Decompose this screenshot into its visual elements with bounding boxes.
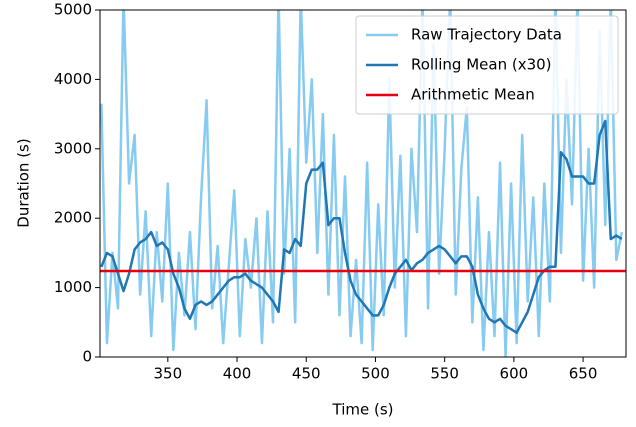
y-axis-label: Duration (s) [15, 138, 33, 227]
y-tick-label: 1000 [54, 278, 92, 296]
x-tick-label: 600 [500, 365, 529, 383]
plot-area [100, 10, 626, 357]
x-axis-label: Time (s) [332, 401, 394, 419]
legend: Raw Trajectory Data Rolling Mean (x30) Ari… [355, 15, 619, 115]
y-tick-label: 3000 [54, 139, 92, 157]
y-tick-label: 4000 [54, 70, 92, 88]
x-tick-label: 450 [292, 365, 321, 383]
x-tick-label: 400 [223, 365, 252, 383]
legend-label: Raw Trajectory Data [411, 26, 562, 44]
series-line [100, 10, 624, 357]
x-tick-label: 550 [430, 365, 459, 383]
plot-frame [99, 9, 627, 358]
y-tick-label: 5000 [54, 1, 92, 19]
legend-label: Arithmetic Mean [411, 86, 535, 104]
x-tick-label: 650 [569, 365, 598, 383]
y-tick-label: 0 [82, 348, 92, 366]
legend-label: Rolling Mean (x30) [411, 56, 552, 74]
series-line [100, 119, 623, 334]
x-tick-label: 500 [361, 365, 390, 383]
legend-box [355, 15, 619, 115]
x-tick-label: 350 [154, 365, 183, 383]
y-tick-label: 2000 [54, 209, 92, 227]
